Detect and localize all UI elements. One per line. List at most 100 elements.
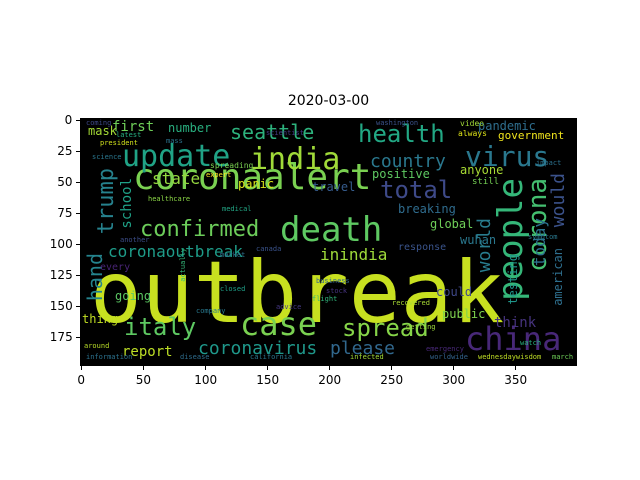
word-cloud-word: coming — [86, 119, 112, 127]
x-tick-label: 200 — [318, 373, 342, 387]
word-cloud-word: india — [250, 142, 341, 177]
chart-title: 2020-03-00 — [287, 93, 370, 109]
word-cloud-word: report — [122, 344, 173, 360]
word-cloud-word: country — [370, 151, 446, 172]
y-tick-mark — [76, 337, 80, 338]
word-cloud-word: medical — [222, 205, 252, 213]
x-tick-mark — [515, 366, 516, 370]
word-cloud-word: scientist — [266, 129, 304, 137]
word-cloud-word: infected — [350, 353, 384, 361]
word-cloud-word: travel — [312, 180, 356, 194]
word-cloud-word: another — [120, 236, 150, 244]
word-cloud-word: coronavirus — [198, 338, 318, 359]
word-cloud-word: disease — [180, 353, 210, 361]
word-cloud-word: march — [552, 353, 574, 361]
word-cloud-word: always — [458, 129, 487, 138]
word-cloud-word: spread — [342, 314, 429, 342]
word-cloud-word: canada — [256, 245, 282, 253]
word-cloud-word: pandemic — [478, 119, 536, 133]
word-cloud-word: china — [465, 320, 562, 358]
word-cloud-word: seattle — [230, 120, 315, 144]
word-cloud-word: think — [494, 315, 537, 331]
x-tick-label: 250 — [380, 373, 404, 387]
x-tick-mark — [81, 366, 82, 370]
y-tick-mark — [76, 213, 80, 214]
x-tick-label: 100 — [194, 373, 218, 387]
word-cloud-word: mask — [88, 124, 117, 138]
x-tick-label: 350 — [504, 373, 528, 387]
word-cloud-word: health — [358, 120, 445, 148]
y-tick-label: 175 — [49, 330, 73, 344]
x-tick-label: 50 — [135, 373, 152, 387]
word-cloud-word: stock — [326, 287, 348, 295]
word-cloud-word: business — [316, 277, 350, 285]
word-cloud-image: outbreak coronaalert death india update peopl… — [80, 118, 577, 366]
word-cloud-word: impact — [536, 159, 562, 167]
y-tick-mark — [76, 120, 80, 121]
word-cloud-word: flight — [312, 295, 338, 303]
word-cloud-word: company — [196, 307, 226, 315]
y-tick-mark — [76, 151, 80, 152]
word-cloud-word: breaking — [398, 202, 456, 216]
word-cloud-word: state — [152, 169, 201, 188]
word-cloud-word: global — [430, 217, 474, 231]
word-cloud-word: latest — [116, 131, 142, 139]
word-cloud-word: worldwide — [430, 353, 468, 361]
word-cloud-word: spreading — [210, 161, 254, 170]
x-tick-mark — [453, 366, 454, 370]
word-cloud-word: anyone — [460, 163, 504, 177]
word-cloud-word: italy — [124, 313, 197, 341]
y-tick-label: 50 — [57, 175, 73, 189]
word-cloud-word: confirmed — [140, 217, 260, 242]
word-cloud-word: inindia — [320, 245, 388, 264]
y-tick-label: 125 — [49, 268, 73, 282]
word-cloud-word: first — [112, 119, 155, 135]
word-cloud-word: healthcare — [148, 195, 191, 203]
word-cloud-word: every — [100, 262, 131, 273]
word-cloud-word: advice — [276, 303, 302, 311]
word-cloud-word: panic — [238, 177, 275, 191]
x-tick-mark — [205, 366, 206, 370]
word-cloud-word: wuhan — [460, 233, 497, 247]
word-cloud-word: video — [460, 119, 485, 128]
word-cloud-word: positive — [372, 167, 430, 181]
word-cloud-word: update — [122, 139, 231, 174]
word-cloud-word: market — [220, 251, 246, 259]
word-cloud-word: virus — [465, 140, 550, 173]
word-cloud-word: expert — [206, 171, 232, 179]
x-tick-mark — [143, 366, 144, 370]
word-cloud-word: closed — [220, 285, 246, 293]
word-cloud-word: thing — [82, 312, 119, 326]
y-tick-label: 75 — [57, 206, 73, 220]
word-cloud-word: still — [472, 177, 500, 187]
axes-frame — [80, 118, 577, 366]
word-cloud-word: science — [92, 153, 122, 161]
word-cloud-word: around — [84, 342, 110, 350]
y-tick-label: 0 — [64, 113, 73, 127]
y-tick-label: 100 — [49, 237, 73, 251]
y-tick-mark — [76, 182, 80, 183]
word-cloud-word: symptom — [528, 233, 558, 241]
x-tick-mark — [391, 366, 392, 370]
word-cloud-word: government — [498, 129, 565, 142]
word-cloud-word: information — [86, 353, 133, 361]
word-cloud-word: outbreak — [90, 243, 505, 343]
word-cloud-word: wednesdaywisdom — [478, 353, 542, 361]
word-cloud-word: death — [280, 210, 383, 250]
x-tick-label: 150 — [256, 373, 280, 387]
word-cloud-word: could — [436, 285, 473, 299]
x-tick-label: 0 — [77, 373, 86, 387]
word-cloud-word: case — [240, 305, 318, 343]
y-tick-mark — [76, 275, 80, 276]
x-tick-mark — [267, 366, 268, 370]
word-cloud-word: please — [330, 338, 396, 359]
word-cloud-word: recovered — [392, 299, 430, 307]
word-cloud-word: total — [380, 176, 453, 204]
word-cloud-word: coronaalert — [133, 157, 372, 198]
word-cloud-word: mass — [166, 137, 183, 145]
y-tick-mark — [76, 244, 80, 245]
word-cloud-word: going — [115, 289, 152, 303]
word-cloud-word: number — [168, 121, 212, 135]
y-tick-mark — [76, 306, 80, 307]
